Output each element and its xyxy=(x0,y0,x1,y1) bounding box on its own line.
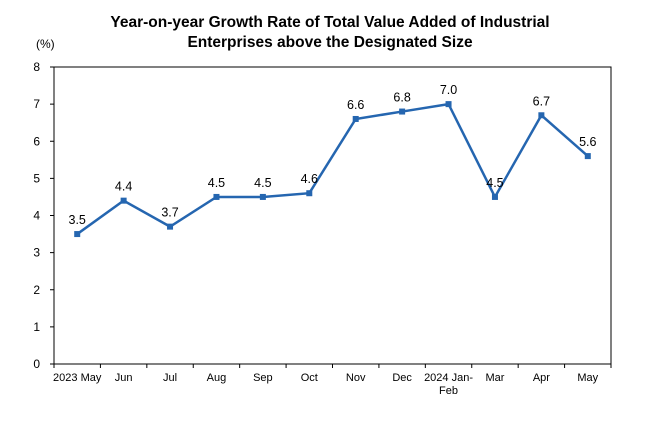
x-tick-label: Oct xyxy=(301,372,318,384)
data-point-marker xyxy=(399,108,406,115)
series-layer xyxy=(74,101,591,238)
x-tick-label: Apr xyxy=(533,372,550,384)
data-value-label: 4.4 xyxy=(115,180,132,194)
y-tick-label: 3 xyxy=(33,246,40,260)
data-point-marker xyxy=(352,115,359,122)
series-line xyxy=(76,102,589,236)
plot-area-frame xyxy=(53,66,612,365)
x-tick-label: Jun xyxy=(115,372,133,384)
data-point-marker xyxy=(584,153,591,160)
data-point-marker xyxy=(167,223,174,230)
data-value-label: 7.0 xyxy=(440,83,457,97)
y-tick-label: 4 xyxy=(33,209,40,223)
data-point-marker xyxy=(538,112,545,119)
data-point-marker xyxy=(259,193,266,200)
data-point-marker xyxy=(213,193,220,200)
x-tick-label: 2023 May xyxy=(53,372,102,384)
data-value-label: 4.5 xyxy=(208,176,225,190)
data-point-marker xyxy=(491,193,498,200)
x-tick-label: Dec xyxy=(392,372,412,384)
y-tick-label: 7 xyxy=(33,97,40,111)
x-tick-label-line: Feb xyxy=(439,385,458,397)
x-tick-label-line: Jul xyxy=(163,372,177,384)
x-tick-label-line: 2024 Jan- xyxy=(424,372,473,384)
y-tick-label: 6 xyxy=(33,134,40,148)
x-tick-label-line: Oct xyxy=(301,372,318,384)
x-tick-label: Jul xyxy=(163,372,177,384)
x-tick-label: Nov xyxy=(346,372,366,384)
x-tick-label-line: May xyxy=(577,372,598,384)
x-tick-label-line: Mar xyxy=(485,372,504,384)
data-value-label: 4.6 xyxy=(301,172,318,186)
x-tick-label-line: Apr xyxy=(533,372,550,384)
y-tick-label: 2 xyxy=(33,283,40,297)
x-tick-label-line: Nov xyxy=(346,372,366,384)
data-value-label: 6.6 xyxy=(347,98,364,112)
data-value-label: 5.6 xyxy=(579,135,596,149)
x-tick-label: 2024 Jan-Feb xyxy=(424,372,473,397)
axes-layer: 0 1 2 3 4 5 6 7 8 2023 May Jun Jul Aug Sep Oct Nov Dec 20… xyxy=(33,60,612,397)
x-tick-label: Aug xyxy=(207,372,227,384)
x-tick-label-line: Sep xyxy=(253,372,273,384)
y-tick-label: 5 xyxy=(33,171,40,185)
data-point-marker xyxy=(306,190,313,197)
chart-title-line-1: Year-on-year Growth Rate of Total Value … xyxy=(110,14,550,31)
x-tick-label: Sep xyxy=(253,372,273,384)
x-tick-label-line: Jun xyxy=(115,372,133,384)
data-value-label: 3.5 xyxy=(69,213,86,227)
y-axis-unit-label: (%) xyxy=(36,37,55,51)
x-tick-label-line: Dec xyxy=(392,372,412,384)
data-point-marker xyxy=(74,231,81,238)
y-tick-label: 0 xyxy=(33,357,40,371)
y-tick-label: 8 xyxy=(33,60,40,74)
data-value-label: 4.5 xyxy=(254,176,271,190)
y-tick-label: 1 xyxy=(33,320,40,334)
data-point-marker xyxy=(120,197,127,204)
data-value-label: 4.5 xyxy=(486,176,503,190)
chart-title-line-2: Enterprises above the Designated Size xyxy=(187,34,473,51)
data-value-label: 6.8 xyxy=(393,91,410,105)
data-point-marker xyxy=(445,101,452,108)
labels-layer: 3.5 4.4 3.7 4.5 4.5 4.6 6.6 6.8 7.0 4.5 6.7 5.6 xyxy=(69,83,597,227)
chart-title: Year-on-year Growth Rate of Total Value … xyxy=(0,13,660,53)
data-value-label: 6.7 xyxy=(533,94,550,108)
x-tick-label: May xyxy=(577,372,598,384)
x-tick-label-line: 2023 May xyxy=(53,372,102,384)
data-value-label: 3.7 xyxy=(161,206,178,220)
x-tick-label-line: Aug xyxy=(207,372,227,384)
x-tick-label: Mar xyxy=(485,372,504,384)
